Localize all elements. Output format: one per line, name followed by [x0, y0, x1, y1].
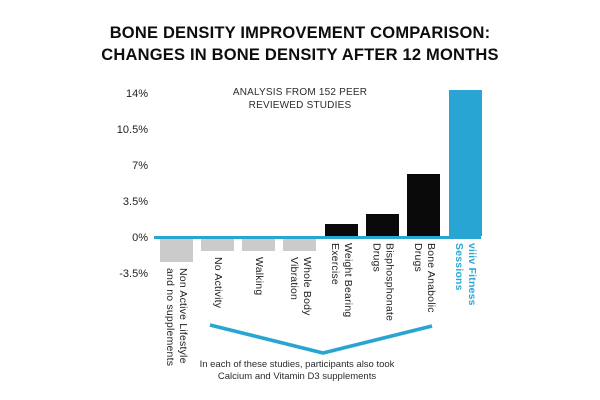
category-label: Weight Bearing Exercise — [329, 243, 355, 318]
supplements-footnote: In each of these studies, participants a… — [147, 359, 447, 383]
zero-baseline — [154, 236, 481, 239]
footnote-line-1: In each of these studies, participants a… — [199, 359, 395, 370]
y-tick-label: 7% — [132, 159, 148, 172]
y-tick-label: 0% — [132, 231, 148, 244]
y-tick-label: 14% — [125, 87, 148, 100]
bar — [407, 174, 441, 236]
y-tick-label: 10.5% — [116, 123, 148, 136]
chart-title-line-2: CHANGES IN BONE DENSITY AFTER 12 MONTHS — [101, 46, 499, 64]
bar — [159, 239, 193, 262]
y-tick-label: -3.5% — [119, 267, 148, 280]
category-label: No Activity — [211, 257, 224, 309]
annotation-line-1: ANALYSIS FROM 152 PEER — [232, 87, 368, 98]
bar — [448, 89, 482, 236]
peer-review-annotation: ANALYSIS FROM 152 PEER REVIEWED STUDIES — [0, 86, 600, 112]
category-label: Bisphosphonate Drugs — [370, 243, 396, 322]
y-tick-label: 3.5% — [122, 195, 148, 208]
category-label: Whole Body Vibration — [287, 257, 313, 316]
bar — [366, 214, 399, 236]
category-label: Non Active Lifestyle and no supplements — [164, 267, 189, 366]
category-label: Walking — [253, 257, 266, 296]
chart-title: BONE DENSITY IMPROVEMENT COMPARISON: CHA… — [0, 22, 600, 66]
bar — [200, 239, 234, 252]
category-label: Bone Anabolic Drugs — [411, 243, 437, 313]
footnote-line-2: Calcium and Vitamin D3 supplements — [217, 371, 377, 382]
bar — [242, 239, 276, 252]
chart-title-line-1: BONE DENSITY IMPROVEMENT COMPARISON: — [109, 24, 491, 42]
category-label: viiiv Fitness Sessions — [453, 243, 479, 306]
bracket-line — [209, 323, 433, 355]
annotation-line-2: REVIEWED STUDIES — [248, 100, 352, 111]
bar — [324, 223, 358, 236]
bar — [283, 239, 317, 252]
